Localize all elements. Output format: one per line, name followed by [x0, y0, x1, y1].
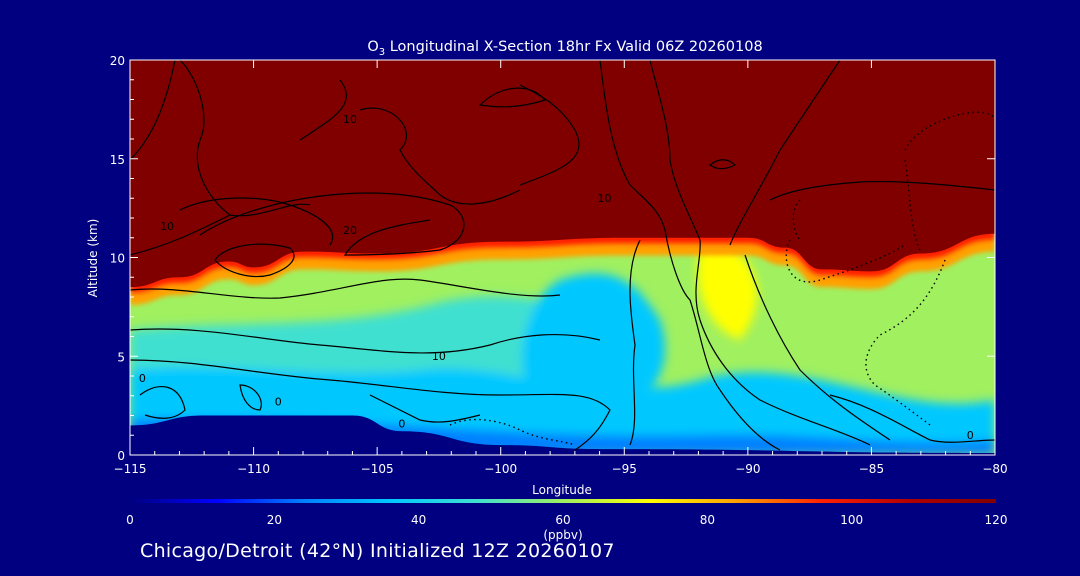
contour-line — [829, 394, 995, 443]
contour-line — [239, 384, 262, 411]
contour-label: 0 — [967, 429, 974, 442]
x-tick-label: −110 — [237, 462, 270, 476]
x-tick-label: −90 — [735, 462, 760, 476]
colorbar-tick-label: 40 — [411, 513, 426, 527]
contour-line — [130, 359, 611, 451]
contour-line — [729, 60, 841, 246]
contour-label: 0 — [275, 396, 282, 409]
footer-annotation: Chicago/Detroit (42°N) Initialized 12Z 2… — [140, 540, 615, 562]
y-tick-label: 10 — [110, 252, 125, 266]
contour-label: 10 — [343, 113, 357, 126]
contour-line — [699, 319, 871, 446]
contour-line — [299, 79, 521, 205]
stratosphere-field — [130, 60, 995, 288]
contour-line — [130, 328, 601, 354]
y-tick-label: 0 — [117, 449, 125, 463]
contour-line — [199, 192, 465, 256]
contour-line — [369, 394, 481, 423]
colorbar — [130, 499, 996, 503]
x-axis-label: Longitude — [532, 483, 592, 497]
contour-line — [649, 60, 701, 321]
contour-labels: 10 10 20 10 10 0 0 0 0 — [139, 113, 974, 442]
y-tick-label: 5 — [117, 350, 125, 364]
contour-label: 0 — [398, 417, 405, 430]
contour-line — [519, 84, 580, 186]
y-tick-label: 20 — [110, 54, 125, 68]
contour-line — [139, 386, 186, 419]
colorbar-tick-label: 20 — [267, 513, 282, 527]
contour-label: 10 — [598, 192, 612, 205]
contour-label: 20 — [343, 224, 357, 237]
colorbar-tick-label: 80 — [700, 513, 715, 527]
contour-line — [179, 197, 334, 246]
contour-line — [130, 214, 231, 256]
contour-label: 0 — [139, 372, 146, 385]
colorbar-tick-label: 60 — [555, 513, 570, 527]
contour-lines — [130, 60, 995, 451]
colorbar-tick-label: 0 — [126, 513, 134, 527]
y-tick-label: 15 — [110, 153, 125, 167]
x-tick-label: −105 — [361, 462, 394, 476]
contour-line — [769, 180, 995, 201]
contour-line — [664, 229, 781, 451]
contour-line — [130, 278, 561, 299]
contour-label: 10 — [432, 350, 446, 363]
contour-line — [599, 60, 666, 231]
y-axis-label: Altitude (km) — [86, 219, 100, 298]
chart-title: O3 Longitudinal X-Section 18hr Fx Valid … — [367, 39, 762, 58]
y-axis: 0 5 10 15 20 — [110, 54, 995, 463]
colorbar-tick-label: 100 — [840, 513, 863, 527]
yellow-plume — [697, 240, 758, 340]
colorbar-label: (ppbv) — [543, 528, 582, 542]
plot-area: 10 10 20 10 10 0 0 0 0 — [130, 60, 995, 455]
dotted-contours — [449, 111, 995, 446]
x-axis: −115 −110 −105 −100 −95 −90 −85 −80 — [114, 60, 1008, 476]
x-tick-label: −80 — [982, 462, 1007, 476]
x-tick-label: −95 — [612, 462, 637, 476]
colorbar-ticks: 0 20 40 60 80 100 120 — [126, 513, 1007, 527]
contour-line — [744, 254, 891, 441]
x-tick-label: −115 — [114, 462, 147, 476]
cyan-pocket — [522, 273, 666, 412]
x-tick-label: −85 — [859, 462, 884, 476]
contour-line — [214, 243, 295, 278]
contour-line — [785, 239, 906, 283]
colorbar-tick-label: 120 — [985, 513, 1008, 527]
surface-terrain — [130, 415, 995, 455]
contour-label: 10 — [160, 220, 174, 233]
contour-line — [629, 239, 641, 446]
x-tick-label: −100 — [484, 462, 517, 476]
contour-line — [130, 60, 176, 161]
contour-line — [709, 159, 737, 170]
contour-line — [478, 87, 547, 108]
contour-line — [179, 60, 311, 217]
